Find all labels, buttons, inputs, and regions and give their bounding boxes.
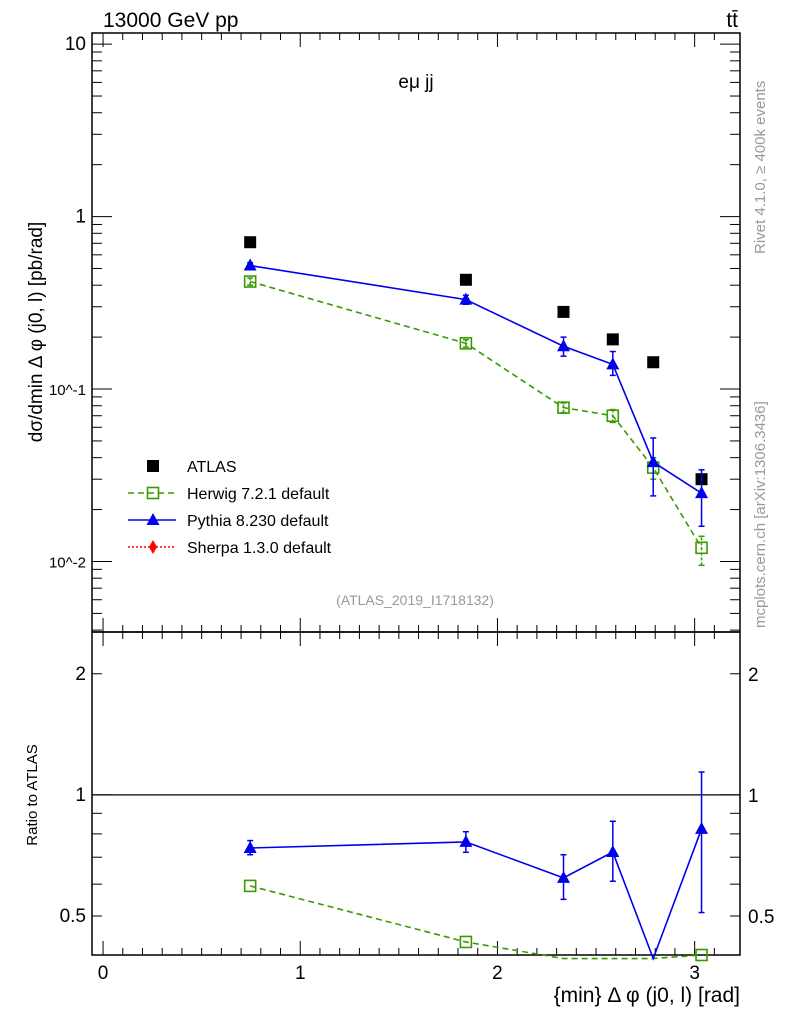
data-point-triangle xyxy=(243,258,257,271)
main-panel: 10 1 10^-1 10^-2 xyxy=(49,32,741,633)
data-point-open-square xyxy=(695,948,708,962)
y-tick-label-right: 2 xyxy=(748,665,759,686)
y-tick-label: 1 xyxy=(75,785,86,806)
data-point-triangle xyxy=(557,870,571,883)
data-point-open-square xyxy=(459,337,473,350)
header-right: tt̄ xyxy=(726,9,738,32)
legend: ATLAS Herwig 7.2.1 default Pythia 8.230 de… xyxy=(128,459,332,557)
y-tick-label: 10^-2 xyxy=(49,554,86,571)
x-axis-label: {min} Δ φ (j0, l) [rad] xyxy=(554,984,740,1007)
data-point-open-square xyxy=(243,879,257,893)
y-tick-label-right: 1 xyxy=(748,786,759,807)
data-point-open-square xyxy=(459,935,473,949)
data-point-square xyxy=(557,305,570,318)
legend-label: Pythia 8.230 default xyxy=(187,513,329,530)
data-point-square xyxy=(647,356,660,369)
data-point-open-square xyxy=(695,541,708,555)
data-point-triangle xyxy=(459,834,473,847)
y-tick-label: 0.5 xyxy=(60,906,86,927)
x-tick-label: 2 xyxy=(492,963,503,984)
ratio-y-label: Ratio to ATLAS xyxy=(24,744,41,845)
x-tick-label: 3 xyxy=(689,963,700,984)
data-point-triangle xyxy=(243,840,257,853)
y-tick-label: 10 xyxy=(65,34,86,55)
legend-label: Sherpa 1.3.0 default xyxy=(187,540,332,557)
data-point-triangle xyxy=(646,455,660,468)
legend-label: Herwig 7.2.1 default xyxy=(187,486,330,503)
data-point-square xyxy=(147,460,159,472)
y-tick-label: 1 xyxy=(75,207,86,228)
data-point-square xyxy=(244,236,257,249)
data-point-open-square xyxy=(606,409,620,423)
side-text-mcplots: mcplots.cern.ch [arXiv:1306.3436] xyxy=(752,401,769,628)
y-tick-label: 2 xyxy=(75,664,86,685)
data-point-open-square xyxy=(146,486,160,500)
data-point-open-square xyxy=(557,401,570,414)
x-tick-label: 0 xyxy=(98,963,109,984)
data-point-open-square xyxy=(243,275,257,288)
data-point-square xyxy=(606,333,619,346)
data-point-square xyxy=(459,273,472,286)
data-point-triangle xyxy=(695,821,709,834)
data-point-triangle xyxy=(606,357,620,370)
data-point-triangle xyxy=(459,292,473,305)
series-line-pythia xyxy=(250,828,703,961)
main-y-label: dσ/dmin Δ φ (j0, l) [pb/rad] xyxy=(26,222,47,443)
data-point-triangle xyxy=(695,486,709,499)
watermark: (ATLAS_2019_I1718132) xyxy=(336,592,494,608)
data-point-diamond xyxy=(149,540,157,554)
series-line-pythia xyxy=(250,264,702,494)
ratio-panel: 0.5 0.5 1 1 2 2 0 1 2 3 xyxy=(60,631,774,984)
side-text-rivet: Rivet 4.1.0, ≥ 400k events xyxy=(752,81,769,254)
y-tick-label-right: 0.5 xyxy=(748,907,774,928)
series-line-herwig xyxy=(249,280,703,549)
main-title: eμ jj xyxy=(398,72,433,93)
header-left: 13000 GeV pp xyxy=(103,9,238,32)
data-point-triangle xyxy=(606,845,620,858)
legend-label: ATLAS xyxy=(187,459,237,476)
x-tick-label: 1 xyxy=(295,963,306,984)
series-line-herwig xyxy=(249,885,702,960)
data-point-triangle xyxy=(146,513,160,525)
panel-frame xyxy=(91,631,741,956)
data-point-triangle xyxy=(557,339,571,352)
y-tick-label: 10^-1 xyxy=(49,382,86,399)
